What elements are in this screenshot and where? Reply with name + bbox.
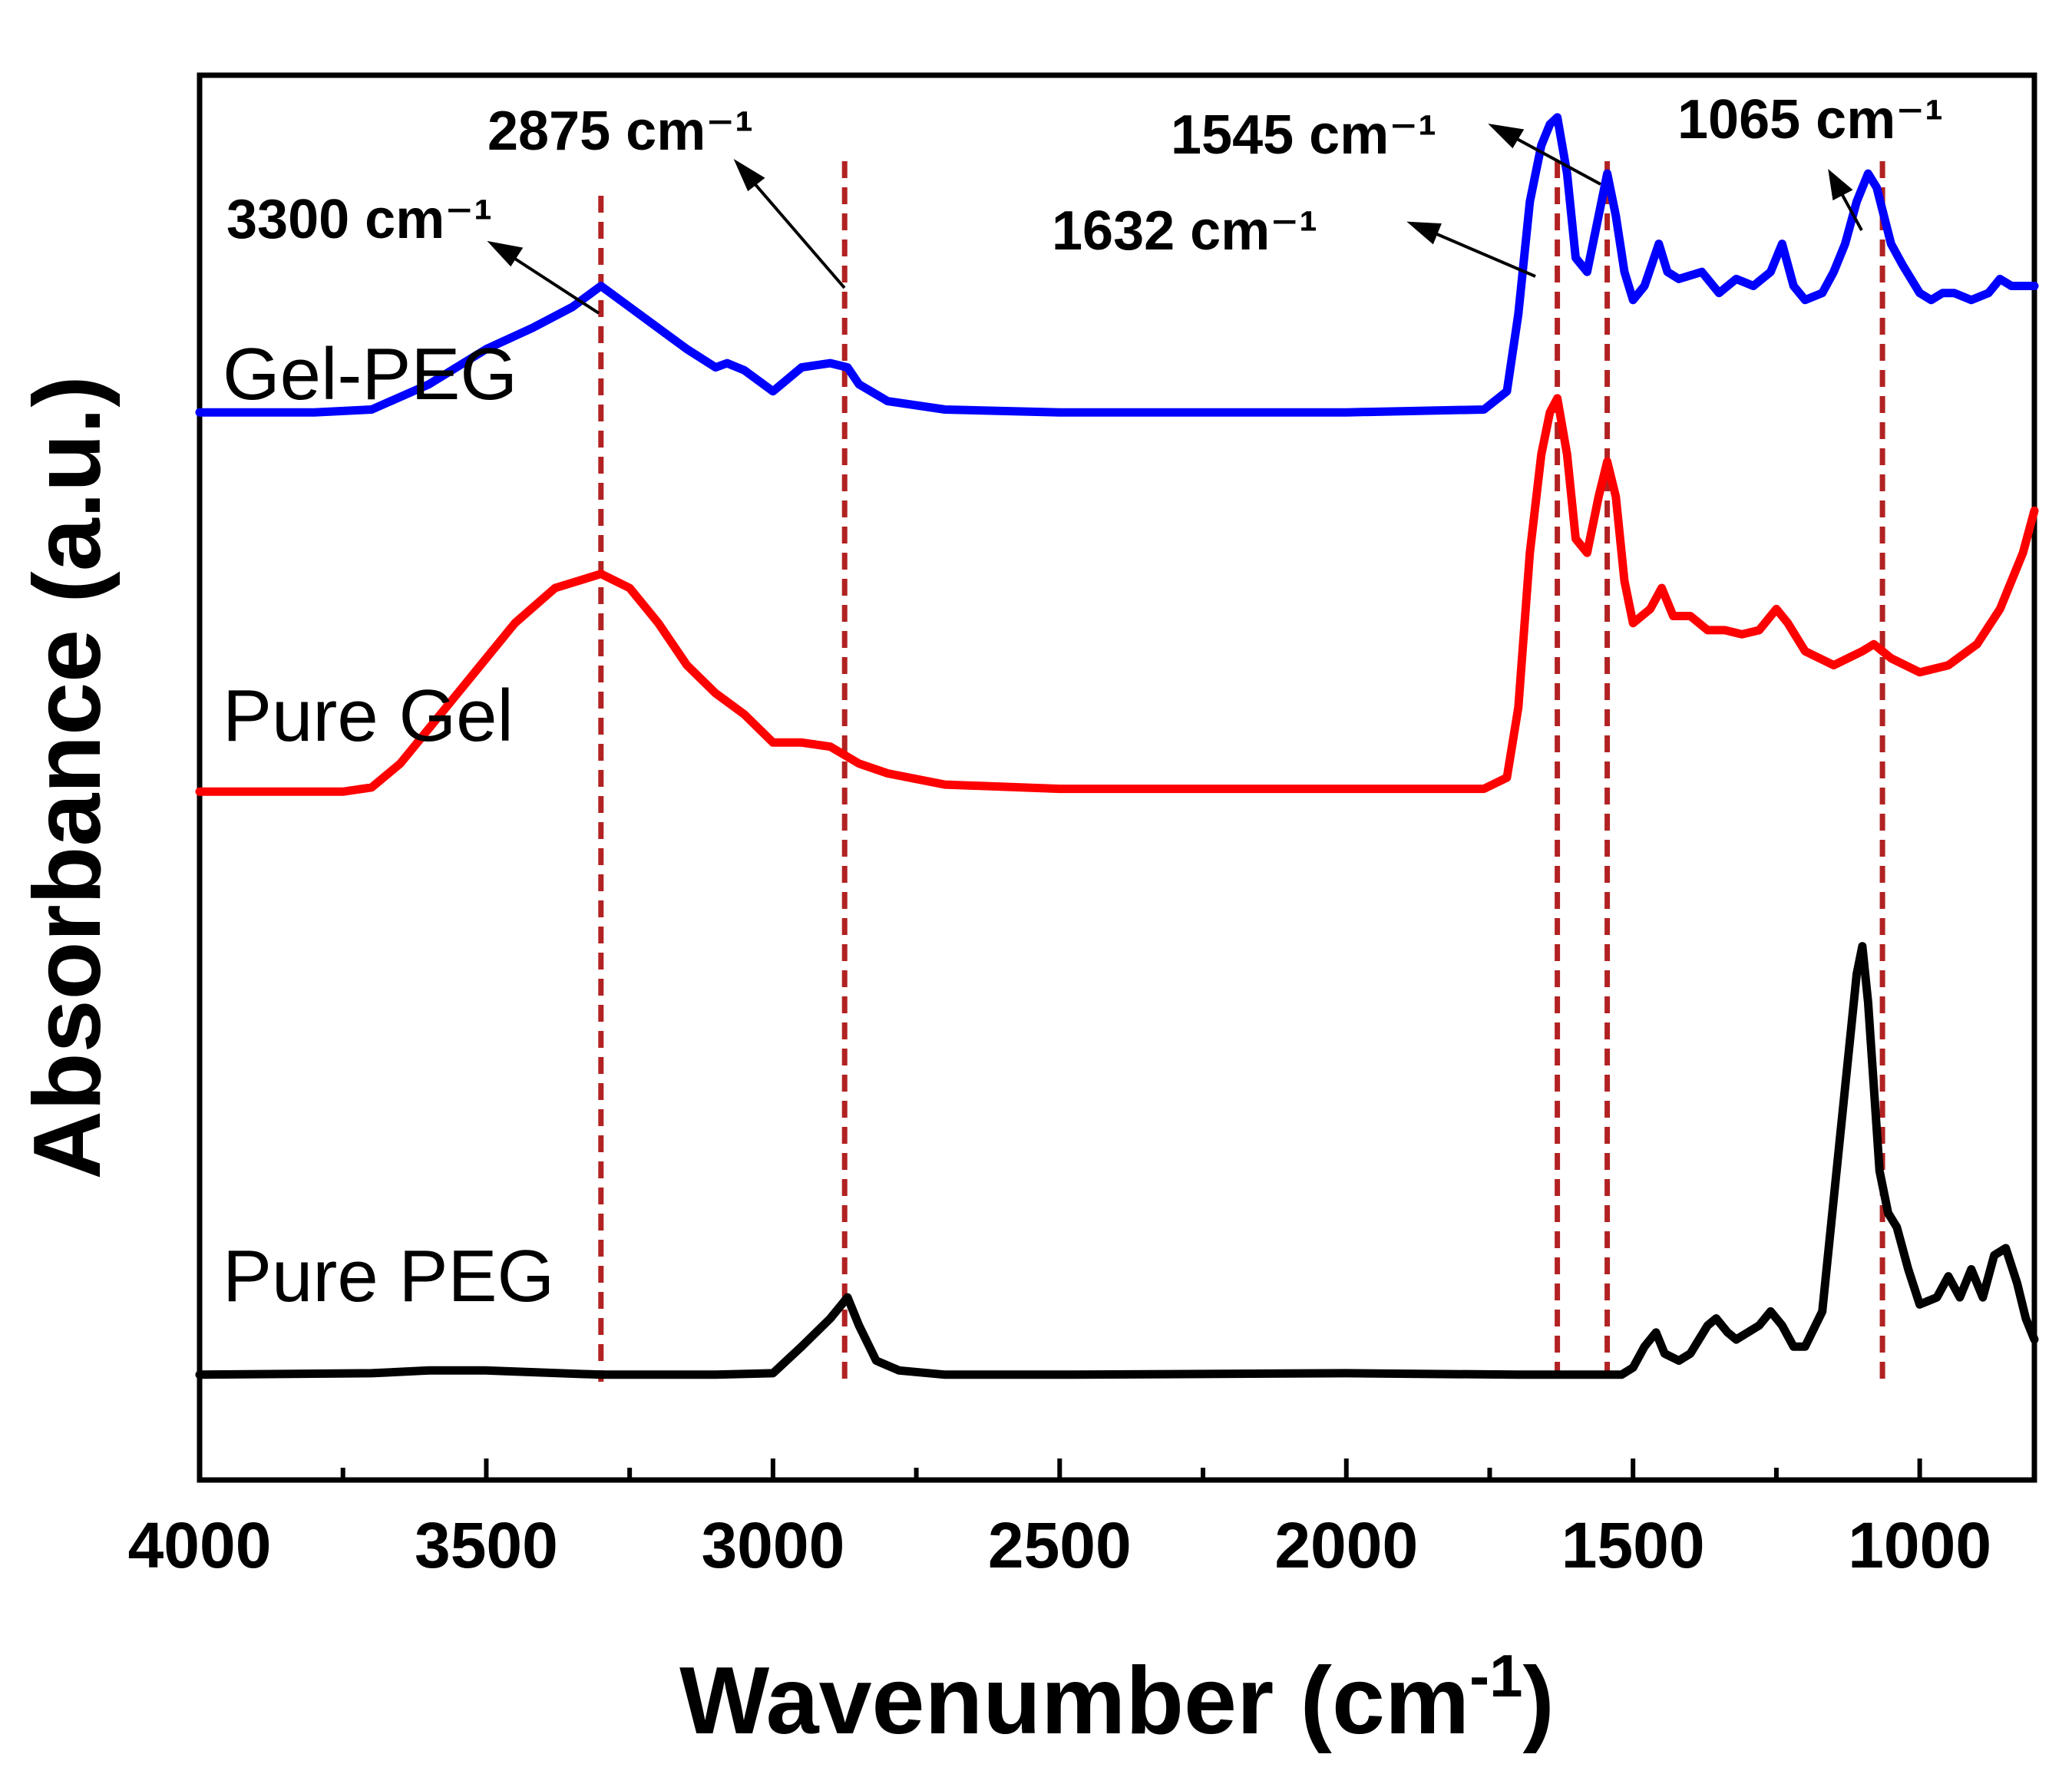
- series-line-gel-peg: [195, 113, 2039, 417]
- arrow-1632: [1427, 229, 1536, 278]
- peak-label-2875: 2875 cm⁻¹: [487, 101, 753, 162]
- peak-label-3300: 3300 cm⁻¹: [226, 189, 492, 250]
- arrow-1545-head: [1488, 124, 1525, 149]
- x-tick-label-4000: 4000: [128, 1509, 272, 1581]
- x-tick-label-2000: 2000: [1274, 1509, 1418, 1581]
- series-line-pure-gel: [195, 394, 2039, 796]
- x-tick-label-1500: 1500: [1561, 1509, 1705, 1581]
- x-tick-label-2500: 2500: [988, 1509, 1132, 1581]
- x-axis-title-main: Wavenumber (cm: [679, 1648, 1469, 1754]
- peak-label-1065: 1065 cm⁻¹: [1677, 89, 1943, 150]
- series-label-gel-peg: Gel-PEG: [223, 333, 517, 415]
- peak-label-1632: 1632 cm⁻¹: [1052, 200, 1317, 262]
- x-axis-title-close: ): [1523, 1648, 1555, 1754]
- arrow-1065-head: [1828, 169, 1853, 201]
- series-group: [195, 113, 2039, 1379]
- arrow-2875: [747, 175, 846, 289]
- arrow-3300-head: [487, 240, 524, 267]
- series-label-pure-peg: Pure PEG: [223, 1235, 554, 1317]
- x-axis-title: Wavenumber (cm-1): [679, 1642, 1555, 1754]
- x-axis-title-sup: -1: [1469, 1642, 1522, 1710]
- marker-lines: [598, 161, 1885, 1382]
- x-axis-ticks: [197, 1459, 1922, 1480]
- plot-frame: [197, 72, 2037, 1483]
- arrow-1632-head: [1406, 221, 1442, 245]
- x-tick-label-3000: 3000: [701, 1509, 844, 1581]
- peak-label-1545: 1545 cm⁻¹: [1171, 104, 1436, 166]
- annotation-arrows: [487, 124, 1863, 315]
- y-axis-title: Absorbance (a.u.): [15, 375, 121, 1179]
- x-tick-label-1000: 1000: [1848, 1509, 1991, 1581]
- arrow-2875-head: [733, 158, 765, 192]
- series-line-pure-peg: [195, 942, 2039, 1379]
- x-tick-label-3500: 3500: [415, 1509, 558, 1581]
- x-axis-tick-labels: 4000 3500 3000 2500 2000 1500 1000: [128, 1509, 1992, 1581]
- arrow-3300: [505, 252, 600, 315]
- series-label-pure-gel: Pure Gel: [223, 675, 514, 757]
- arrow-1545: [1508, 133, 1601, 186]
